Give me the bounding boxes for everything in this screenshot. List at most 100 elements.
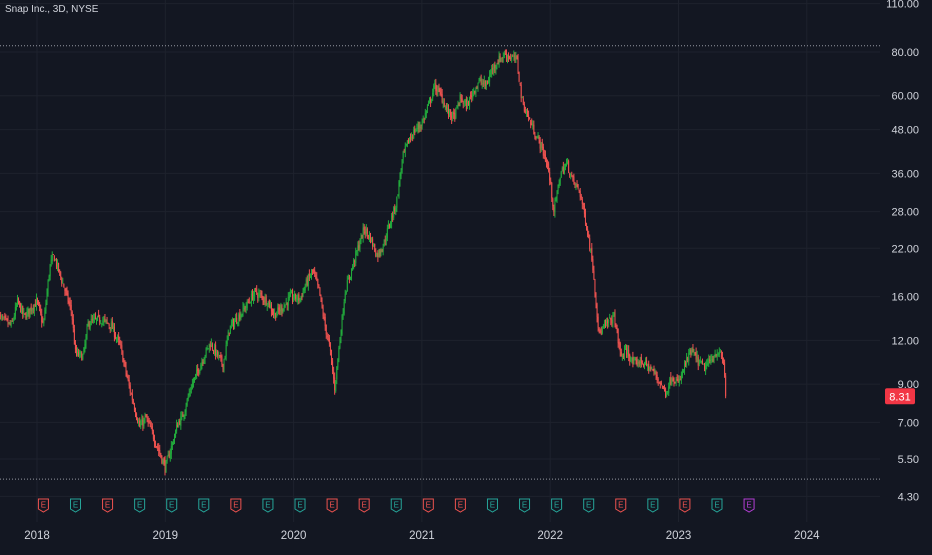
candle-body[interactable] bbox=[177, 425, 178, 428]
candle-body[interactable] bbox=[483, 84, 484, 85]
candle-body[interactable] bbox=[592, 259, 593, 270]
candle-body[interactable] bbox=[129, 380, 130, 386]
candle-body[interactable] bbox=[238, 315, 239, 322]
candle-body[interactable] bbox=[675, 382, 676, 383]
candle-body[interactable] bbox=[55, 260, 56, 261]
candle-body[interactable] bbox=[342, 315, 343, 334]
candle-body[interactable] bbox=[252, 294, 253, 300]
candle-body[interactable] bbox=[359, 243, 360, 247]
candle-body[interactable] bbox=[626, 349, 627, 355]
candle-body[interactable] bbox=[379, 251, 380, 253]
candle-body[interactable] bbox=[613, 314, 614, 315]
candle-body[interactable] bbox=[666, 391, 667, 396]
candle-body[interactable] bbox=[151, 427, 152, 428]
candle-body[interactable] bbox=[194, 377, 195, 381]
candle-body[interactable] bbox=[544, 155, 545, 156]
candle-body[interactable] bbox=[216, 350, 217, 355]
candle-body[interactable] bbox=[358, 245, 359, 249]
candle-body[interactable] bbox=[180, 416, 181, 426]
candle-body[interactable] bbox=[227, 340, 228, 344]
candle-body[interactable] bbox=[705, 366, 706, 372]
candle-body[interactable] bbox=[579, 190, 580, 191]
candle-body[interactable] bbox=[212, 344, 213, 349]
candle-body[interactable] bbox=[515, 55, 516, 59]
candle-body[interactable] bbox=[77, 351, 78, 354]
candle-body[interactable] bbox=[312, 270, 313, 271]
candle-body[interactable] bbox=[15, 307, 16, 316]
candle-body[interactable] bbox=[175, 430, 176, 437]
candle-body[interactable] bbox=[513, 55, 514, 57]
candle-body[interactable] bbox=[67, 290, 68, 293]
candle-body[interactable] bbox=[487, 84, 488, 85]
candle-body[interactable] bbox=[107, 320, 108, 322]
candle-body[interactable] bbox=[601, 331, 602, 334]
candle-body[interactable] bbox=[446, 107, 447, 109]
candle-body[interactable] bbox=[76, 349, 77, 353]
candle-body[interactable] bbox=[574, 182, 575, 185]
candle-body[interactable] bbox=[723, 359, 724, 363]
candle-body[interactable] bbox=[144, 417, 145, 420]
candle-body[interactable] bbox=[476, 87, 477, 88]
candle-body[interactable] bbox=[393, 207, 394, 218]
candle-body[interactable] bbox=[87, 327, 88, 336]
candle-body[interactable] bbox=[89, 322, 90, 327]
candle-body[interactable] bbox=[260, 293, 261, 294]
candle-body[interactable] bbox=[632, 357, 633, 365]
candle-body[interactable] bbox=[680, 379, 681, 380]
candle-body[interactable] bbox=[307, 280, 308, 286]
candle-body[interactable] bbox=[172, 442, 173, 445]
candle-body[interactable] bbox=[69, 301, 70, 303]
candle-body[interactable] bbox=[231, 324, 232, 325]
candle-body[interactable] bbox=[181, 415, 182, 416]
candle-body[interactable] bbox=[537, 137, 538, 138]
candle-body[interactable] bbox=[193, 382, 194, 384]
candle-body[interactable] bbox=[192, 383, 193, 388]
candle-body[interactable] bbox=[519, 72, 520, 81]
candle-body[interactable] bbox=[236, 318, 237, 323]
candle-body[interactable] bbox=[366, 229, 367, 234]
candle-body[interactable] bbox=[30, 308, 31, 313]
candle-body[interactable] bbox=[430, 99, 431, 103]
candle-body[interactable] bbox=[246, 306, 247, 308]
candle-body[interactable] bbox=[724, 363, 725, 376]
candle-body[interactable] bbox=[293, 298, 294, 299]
candle-body[interactable] bbox=[600, 330, 601, 332]
candle-body[interactable] bbox=[316, 277, 317, 280]
candle-body[interactable] bbox=[640, 357, 641, 365]
candle-body[interactable] bbox=[81, 353, 82, 360]
candle-body[interactable] bbox=[386, 238, 387, 240]
candle-body[interactable] bbox=[687, 359, 688, 360]
candle-body[interactable] bbox=[558, 185, 559, 191]
candle-body[interactable] bbox=[669, 378, 670, 386]
candle-body[interactable] bbox=[338, 348, 339, 360]
candle-body[interactable] bbox=[396, 197, 397, 208]
candle-body[interactable] bbox=[442, 94, 443, 102]
candle-body[interactable] bbox=[135, 410, 136, 415]
candle-body[interactable] bbox=[441, 92, 442, 94]
candle-body[interactable] bbox=[310, 276, 311, 277]
candle-body[interactable] bbox=[168, 455, 169, 457]
candle-body[interactable] bbox=[700, 361, 701, 362]
candle-body[interactable] bbox=[488, 81, 489, 84]
candle-body[interactable] bbox=[363, 228, 364, 238]
candle-body[interactable] bbox=[548, 164, 549, 171]
candle-body[interactable] bbox=[436, 90, 437, 92]
candle-body[interactable] bbox=[403, 152, 404, 159]
candle-body[interactable] bbox=[435, 84, 436, 91]
candle-body[interactable] bbox=[433, 86, 434, 93]
candle-body[interactable] bbox=[719, 352, 720, 355]
candle-body[interactable] bbox=[467, 102, 468, 109]
candle-body[interactable] bbox=[3, 317, 4, 318]
candle-body[interactable] bbox=[240, 315, 241, 320]
candle-body[interactable] bbox=[179, 421, 180, 425]
candle-body[interactable] bbox=[297, 295, 298, 301]
candle-body[interactable] bbox=[560, 178, 561, 185]
candle-body[interactable] bbox=[269, 300, 270, 307]
candle-body[interactable] bbox=[46, 292, 47, 303]
candle-body[interactable] bbox=[498, 64, 499, 65]
candle-body[interactable] bbox=[274, 313, 275, 315]
candle-body[interactable] bbox=[452, 112, 453, 118]
candle-body[interactable] bbox=[114, 327, 115, 337]
candle-body[interactable] bbox=[707, 363, 708, 365]
